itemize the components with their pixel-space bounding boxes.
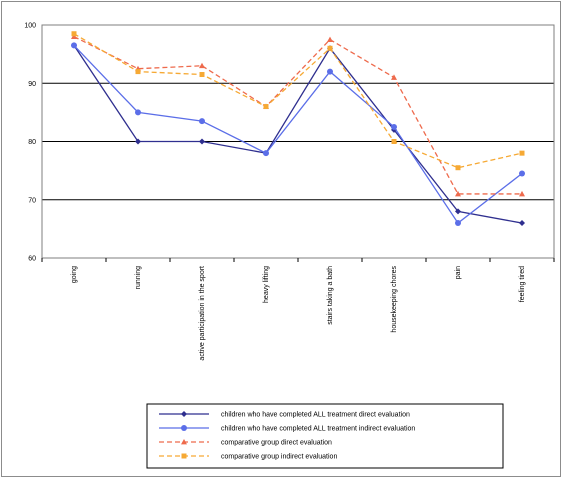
data-point (455, 220, 461, 227)
y-tick-label: 100 (24, 23, 36, 30)
data-point (519, 150, 525, 156)
data-point (181, 439, 187, 445)
data-point (327, 36, 333, 42)
data-point (71, 31, 77, 37)
x-category-label: housekeeping chores (391, 266, 398, 333)
data-point (199, 72, 205, 78)
axis-layer: 60 70 80 90 100 (24, 23, 555, 263)
data-point (135, 69, 141, 75)
data-point (391, 74, 397, 80)
data-point (181, 453, 187, 459)
data-point (263, 150, 269, 157)
data-point (455, 190, 461, 197)
series-2 (71, 42, 525, 227)
data-point (199, 118, 205, 125)
y-tick-label: 70 (28, 197, 36, 204)
legend-label: comparative group direct evaluation (221, 440, 332, 447)
data-point (391, 139, 397, 144)
x-category-label: heavy lifting (263, 266, 270, 303)
series-line (73, 45, 523, 224)
data-point (519, 220, 525, 227)
y-tick-label: 80 (28, 139, 36, 146)
data-point (455, 208, 461, 215)
x-category-label: feeling tired (519, 266, 526, 302)
data-point (327, 68, 333, 75)
data-point (71, 33, 77, 40)
data-point (327, 45, 333, 51)
series-line (73, 33, 523, 169)
series-layer (71, 31, 525, 227)
y-tick-label: 60 (28, 256, 36, 263)
data-point (181, 425, 187, 431)
legend-box (146, 403, 504, 469)
series-line (73, 44, 523, 224)
series-3 (71, 33, 525, 197)
x-category-label: pain (455, 266, 462, 279)
data-point (455, 165, 461, 171)
data-point (199, 62, 205, 69)
series-4 (71, 31, 525, 171)
data-point (199, 138, 205, 145)
y-tick-label: 90 (28, 81, 36, 88)
data-point (71, 42, 77, 49)
x-category-label: running (135, 266, 142, 289)
data-point (135, 109, 141, 116)
legend: children who have completed ALL treatmen… (146, 403, 504, 469)
x-category-label: going (71, 266, 78, 283)
data-point (135, 138, 141, 145)
series-line (73, 36, 522, 195)
data-point (263, 104, 269, 110)
label-layer: going running active participation in the … (71, 266, 526, 361)
data-point (181, 411, 187, 417)
data-point (391, 123, 397, 130)
legend-label: children who have completed ALL treatmen… (221, 426, 415, 433)
legend-label: comparative group indirect evaluation (221, 454, 337, 461)
x-category-label: stairs taking a bath (327, 266, 334, 325)
legend-label: children who have completed ALL treatmen… (221, 412, 410, 419)
data-point (519, 190, 525, 197)
x-category-label: active participation in the sport (199, 266, 206, 361)
data-point (519, 170, 525, 177)
